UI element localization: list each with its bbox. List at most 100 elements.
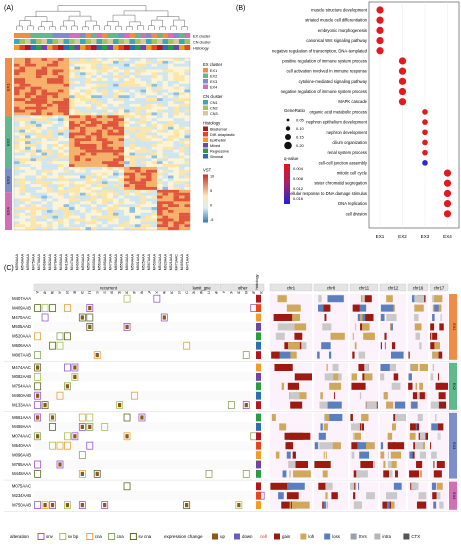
legend-label: down xyxy=(242,534,253,539)
heatmap-cell xyxy=(179,215,185,219)
heatmap-cell xyxy=(146,103,152,107)
heatmap-cell xyxy=(19,141,26,145)
heatmap-cell xyxy=(151,181,158,185)
enrichment-dot xyxy=(376,6,384,14)
heatmap-cell xyxy=(25,221,31,225)
legend-swatch xyxy=(203,105,208,110)
heatmap-cell xyxy=(140,101,147,105)
copy-number-segment xyxy=(353,382,366,390)
heatmap-cell xyxy=(14,207,20,211)
histology-cell xyxy=(41,45,48,50)
heatmap-cell xyxy=(124,129,130,133)
group-band-label: EX4 xyxy=(452,492,456,499)
alteration-marker xyxy=(34,372,42,381)
heatmap-cell xyxy=(25,118,31,122)
heatmap-cell xyxy=(107,198,114,202)
heatmap-cell xyxy=(91,115,97,119)
expression-marker xyxy=(162,315,166,320)
heatmap-cell xyxy=(151,92,158,96)
heatmap-cell xyxy=(135,195,141,199)
copy-number-segment xyxy=(275,451,280,459)
heatmap-cell xyxy=(113,218,119,222)
heatmap-cell xyxy=(102,60,108,64)
ex-cluster-cell xyxy=(41,33,48,38)
heatmap-cell xyxy=(102,135,108,139)
cn-cluster-cell xyxy=(96,39,103,44)
legend-title: expression change xyxy=(164,534,203,539)
legend-swatch xyxy=(108,533,116,540)
copy-number-segment xyxy=(328,351,332,359)
dendrogram-branch xyxy=(181,26,188,30)
heatmap-cell xyxy=(107,204,114,208)
dendrogram-branch xyxy=(137,25,144,30)
heatmap-cell xyxy=(30,126,37,130)
heatmap-cell xyxy=(135,187,141,191)
heatmap-cell xyxy=(151,192,158,196)
heatmap-cell xyxy=(80,164,86,168)
heatmap-cell xyxy=(91,118,97,122)
heatmap-cell xyxy=(102,72,108,76)
heatmap-cell xyxy=(85,161,92,165)
legend-swatch xyxy=(203,132,208,137)
histology-cell xyxy=(30,45,37,50)
heatmap-cell xyxy=(107,60,114,64)
copy-number-segment xyxy=(383,461,386,468)
heatmap-cell xyxy=(118,89,125,93)
copy-number-segment xyxy=(354,342,357,350)
heatmap-cell xyxy=(179,146,185,150)
heatmap-cell xyxy=(146,80,152,84)
heatmap-cell xyxy=(162,224,169,228)
heatmap-cell xyxy=(69,187,75,191)
heatmap-cell xyxy=(58,207,64,211)
chrom-track-bg xyxy=(350,391,378,401)
heatmap-cell xyxy=(74,106,81,110)
heatmap-cell xyxy=(52,152,59,156)
sample-label: M609AAA xyxy=(114,253,118,270)
copy-number-segment xyxy=(438,351,443,359)
heatmap-cell xyxy=(151,152,158,156)
heatmap-cell xyxy=(52,212,59,216)
expression-marker xyxy=(237,503,241,508)
heatmap-cell xyxy=(96,112,103,116)
heatmap-cell xyxy=(63,132,70,136)
heatmap-cell xyxy=(80,58,86,62)
heatmap-cell xyxy=(69,66,75,70)
chrom-track-bg xyxy=(270,450,312,460)
heatmap-cell xyxy=(184,164,191,168)
heatmap-cell xyxy=(113,221,119,225)
heatmap-cell xyxy=(124,141,130,145)
heatmap-cell xyxy=(129,184,136,188)
heatmap-cell xyxy=(102,141,108,145)
heatmap-cell xyxy=(146,224,152,228)
heatmap-cell xyxy=(146,184,152,188)
heatmap-cell xyxy=(14,189,20,193)
heatmap-cell xyxy=(25,129,31,133)
chrom-track-bg xyxy=(430,431,448,441)
heatmap-cell xyxy=(113,58,119,62)
heatmap-cell xyxy=(19,129,26,133)
copy-number-segment xyxy=(352,351,355,359)
heatmap-cell xyxy=(140,118,147,122)
heatmap-cell xyxy=(179,192,185,196)
heatmap-cell xyxy=(157,207,163,211)
row-background xyxy=(34,362,265,373)
heatmap-cell xyxy=(96,192,103,196)
row-background xyxy=(34,372,265,382)
heatmap-cell xyxy=(25,86,31,90)
heatmap-cell xyxy=(173,118,180,122)
expression-marker xyxy=(88,424,92,429)
group-band xyxy=(449,412,457,479)
heatmap-cell xyxy=(184,175,191,179)
heatmap-cell xyxy=(146,221,152,225)
dendrogram-branch xyxy=(115,25,122,30)
heatmap-cell xyxy=(113,144,119,148)
heatmap-cell xyxy=(113,187,119,191)
heatmap-cell xyxy=(69,80,75,84)
heatmap-cell xyxy=(25,189,31,193)
heatmap-cell xyxy=(30,181,37,185)
heatmap-cell xyxy=(184,181,191,185)
qvalue-title: q-value xyxy=(284,156,299,161)
heatmap-cell xyxy=(184,152,191,156)
heatmap-cell xyxy=(14,146,20,150)
